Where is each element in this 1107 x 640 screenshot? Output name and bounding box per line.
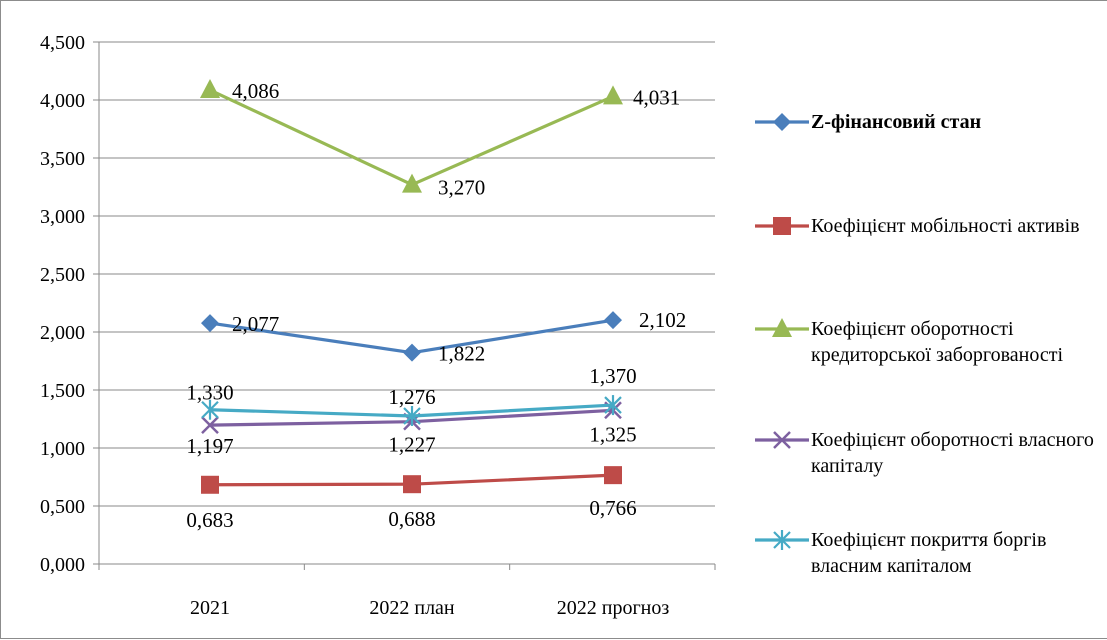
- x-marker: [201, 416, 219, 435]
- legend-swatch: [755, 113, 809, 131]
- legend-swatch: [755, 318, 809, 337]
- legend-label: Коефіцієнт оборотності кредиторської заб…: [811, 318, 1064, 366]
- y-tick-label: 3,000: [40, 206, 85, 228]
- y-tick-label: 2,500: [40, 264, 85, 286]
- series-lines: [200, 79, 623, 494]
- legend-item: Коефіцієнт оборотності кредиторської заб…: [755, 316, 1101, 368]
- data-labels: 2,077 1,822 2,102 0,683 0,688 0,766 4,086 3,270…: [186, 79, 686, 532]
- x-marker-stroke: [201, 416, 219, 435]
- y-tick-label: 4,000: [40, 90, 85, 112]
- x-tick-label: 2022 прогноз: [557, 597, 670, 619]
- data-label: 4,031: [633, 85, 680, 109]
- star-marker: [403, 405, 421, 426]
- series-line: [209, 88, 614, 187]
- y-tick-label: 3,500: [40, 148, 85, 170]
- x-marker: [773, 431, 791, 449]
- legend: Z-фінансовий стан Коефіцієнт мобільності …: [755, 1, 1105, 601]
- triangle-marker: [772, 318, 792, 337]
- data-label: 1,227: [388, 433, 435, 457]
- triangle-marker: [200, 79, 220, 99]
- star-marker: [773, 530, 791, 550]
- triangle-marker: [603, 85, 623, 105]
- data-label: 3,270: [438, 176, 485, 200]
- square-marker: [773, 217, 791, 235]
- legend-item: Коефіцієнт покриття боргів власним капіт…: [755, 527, 1101, 579]
- y-tick-label: 0,500: [40, 496, 85, 518]
- square-marker: [604, 466, 622, 485]
- star-marker: [604, 395, 622, 416]
- legend-item: Z-фінансовий стан: [755, 109, 1101, 135]
- legend-label: Коефіцієнт мобільності активів: [811, 215, 1080, 237]
- data-label: 0,688: [388, 507, 435, 531]
- x-marker-stroke: [773, 431, 791, 449]
- legend-label: Z-фінансовий стан: [811, 111, 982, 133]
- data-label: 1,197: [186, 434, 233, 458]
- legend-label: Коефіцієнт покриття боргів власним капіт…: [811, 529, 1047, 577]
- triangle-marker: [402, 173, 422, 193]
- x-tick-label: 2021: [190, 597, 230, 619]
- legend-swatch: [755, 217, 809, 235]
- y-tick-label: 1,000: [40, 438, 85, 460]
- y-tick-label: 1,500: [40, 380, 85, 402]
- legend-swatch: [755, 530, 809, 550]
- y-tick-label: 4,500: [40, 32, 85, 54]
- legend-swatch: [755, 431, 809, 449]
- diamond-marker: [773, 113, 791, 131]
- diamond-marker: [201, 314, 219, 333]
- legend-item: Коефіцієнт оборотності власного капіталу: [755, 427, 1101, 479]
- diamond-marker: [604, 311, 622, 330]
- data-label: 1,822: [438, 342, 485, 366]
- axes: 0,000 0,500 1,000 1,500 2,000 2,500 3,000 3,500…: [40, 32, 716, 619]
- data-label: 1,325: [589, 422, 636, 446]
- data-label: 1,276: [388, 385, 435, 409]
- gridlines: [99, 41, 715, 507]
- star-marker: [201, 399, 219, 420]
- legend-item: Коефіцієнт мобільності активів: [755, 213, 1101, 239]
- y-tick-label: 2,000: [40, 322, 85, 344]
- legend-label: Коефіцієнт оборотності власного капіталу: [811, 429, 1094, 477]
- data-label: 2,077: [232, 312, 279, 336]
- square-marker: [403, 475, 421, 494]
- data-label: 1,330: [186, 381, 233, 405]
- data-label: 4,086: [232, 79, 279, 103]
- x-tick-label: 2022 план: [369, 597, 455, 619]
- data-label: 0,683: [186, 508, 233, 532]
- square-marker: [201, 475, 219, 494]
- y-tick-label: 0,000: [40, 554, 85, 576]
- data-label: 2,102: [639, 308, 686, 332]
- data-label: 0,766: [589, 496, 636, 520]
- data-label: 1,370: [589, 364, 636, 388]
- diamond-marker: [403, 343, 421, 362]
